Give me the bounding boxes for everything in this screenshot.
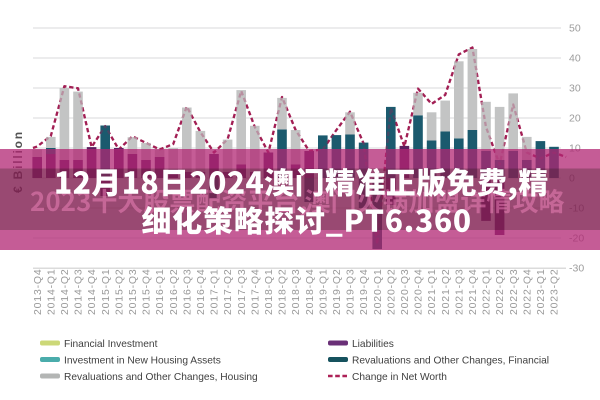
- svg-text:-30: -30: [569, 263, 584, 275]
- svg-text:2021-Q4: 2021-Q4: [467, 269, 479, 315]
- svg-text:2017-Q1: 2017-Q1: [209, 269, 221, 315]
- svg-text:2018-Q1: 2018-Q1: [263, 269, 275, 315]
- svg-text:2022-Q3: 2022-Q3: [508, 269, 520, 315]
- svg-text:2016-Q1: 2016-Q1: [154, 269, 166, 315]
- svg-text:2020-Q4: 2020-Q4: [413, 269, 425, 315]
- svg-text:2017-Q3: 2017-Q3: [236, 269, 248, 315]
- svg-text:Liabilities: Liabilities: [352, 339, 394, 350]
- svg-text:2021-Q2: 2021-Q2: [440, 269, 452, 315]
- svg-text:2022-Q1: 2022-Q1: [481, 269, 493, 315]
- svg-text:2018-Q4: 2018-Q4: [304, 269, 316, 315]
- svg-text:40: 40: [569, 53, 581, 65]
- svg-text:2014-Q3: 2014-Q3: [73, 269, 85, 315]
- svg-text:2016-Q4: 2016-Q4: [195, 269, 207, 315]
- svg-text:2022-Q4: 2022-Q4: [521, 269, 533, 315]
- svg-text:10: 10: [569, 143, 581, 155]
- svg-text:Investment in New Housing Asse: Investment in New Housing Assets: [64, 356, 221, 367]
- svg-text:2014-Q2: 2014-Q2: [59, 269, 71, 315]
- svg-text:20: 20: [569, 113, 581, 125]
- svg-text:2020-Q3: 2020-Q3: [399, 269, 411, 315]
- svg-text:2019-Q2: 2019-Q2: [331, 269, 343, 315]
- svg-text:2020-Q2: 2020-Q2: [385, 269, 397, 315]
- svg-text:2015-Q4: 2015-Q4: [141, 269, 153, 315]
- svg-text:2018-Q3: 2018-Q3: [290, 269, 302, 315]
- svg-text:2021-Q1: 2021-Q1: [426, 269, 438, 315]
- svg-text:2016-Q3: 2016-Q3: [181, 269, 193, 315]
- svg-text:2023-Q1: 2023-Q1: [535, 269, 547, 315]
- svg-text:2023-Q2: 2023-Q2: [549, 269, 561, 315]
- svg-text:2019-Q1: 2019-Q1: [317, 269, 329, 315]
- svg-text:2017-Q2: 2017-Q2: [222, 269, 234, 315]
- svg-text:Revaluations and Other Changes: Revaluations and Other Changes, Housing: [64, 372, 258, 383]
- svg-text:2022-Q2: 2022-Q2: [494, 269, 506, 315]
- svg-text:2020-Q1: 2020-Q1: [372, 269, 384, 315]
- svg-text:Change in Net Worth: Change in Net Worth: [352, 372, 447, 383]
- svg-text:2015-Q1: 2015-Q1: [100, 269, 112, 315]
- svg-text:2014-Q1: 2014-Q1: [45, 269, 57, 315]
- svg-text:2015-Q3: 2015-Q3: [127, 269, 139, 315]
- svg-text:2019-Q4: 2019-Q4: [358, 269, 370, 315]
- svg-text:2017-Q4: 2017-Q4: [249, 269, 261, 315]
- svg-text:2018-Q2: 2018-Q2: [277, 269, 289, 315]
- svg-text:2019-Q3: 2019-Q3: [345, 269, 357, 315]
- svg-text:2013-Q4: 2013-Q4: [32, 269, 44, 315]
- svg-text:2021-Q3: 2021-Q3: [453, 269, 465, 315]
- svg-text:2014-Q4: 2014-Q4: [86, 269, 98, 315]
- svg-text:Revaluations and Other Changes: Revaluations and Other Changes, Financia…: [352, 356, 549, 367]
- svg-text:Financial Investment: Financial Investment: [64, 339, 158, 350]
- svg-text:30: 30: [569, 83, 581, 95]
- svg-text:2016-Q2: 2016-Q2: [168, 269, 180, 315]
- svg-text:50: 50: [569, 23, 581, 35]
- svg-text:2015-Q2: 2015-Q2: [113, 269, 125, 315]
